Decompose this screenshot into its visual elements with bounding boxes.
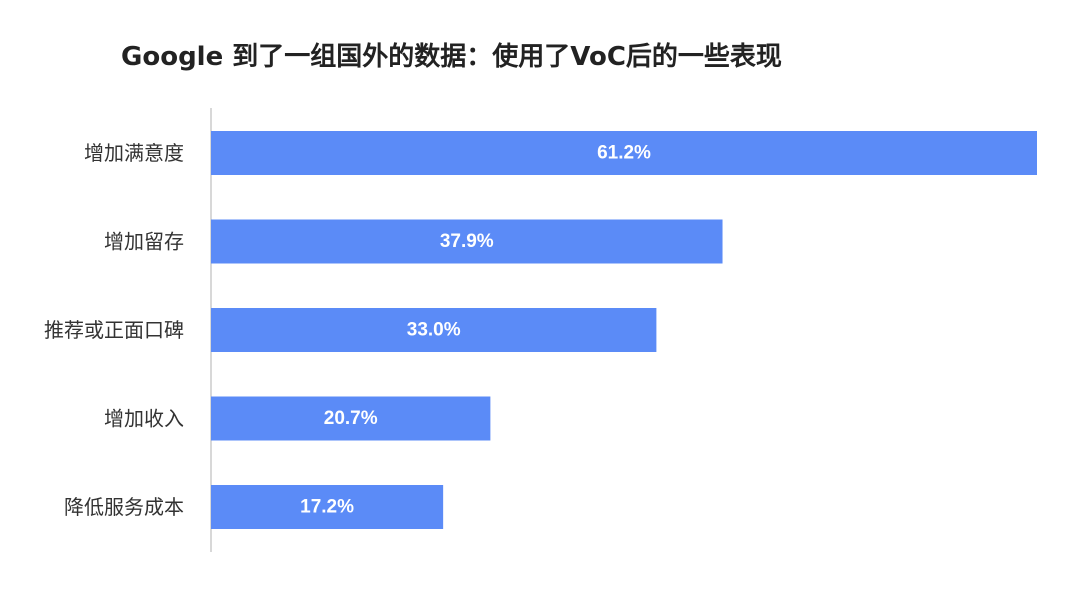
bar-4	[211, 396, 491, 441]
data-label-5: 17.2%	[300, 497, 354, 518]
bar-5	[211, 485, 444, 529]
bar-2	[211, 219, 723, 264]
data-label-1: 61.2%	[597, 143, 651, 164]
category-label-4: 增加收入	[104, 407, 184, 431]
data-label-2: 37.9%	[440, 231, 494, 252]
category-label-5: 降低服务成本	[64, 495, 184, 519]
bar-1	[211, 131, 1037, 175]
data-label-3: 33.0%	[407, 320, 461, 341]
bars-group: 增加满意度 61.2% 增加留存 37.9% 推荐或正面口碑 33.0% 增加收入 20.7%…	[44, 131, 1037, 529]
chart-title: Google 到了一组国外的数据：使用了VoC后的一些表现	[121, 42, 782, 72]
category-label-2: 增加留存	[104, 230, 184, 254]
data-label-4: 20.7%	[324, 408, 378, 429]
bar-3	[211, 308, 657, 352]
category-label-1: 增加满意度	[84, 141, 184, 165]
category-label-3: 推荐或正面口碑	[44, 318, 184, 342]
